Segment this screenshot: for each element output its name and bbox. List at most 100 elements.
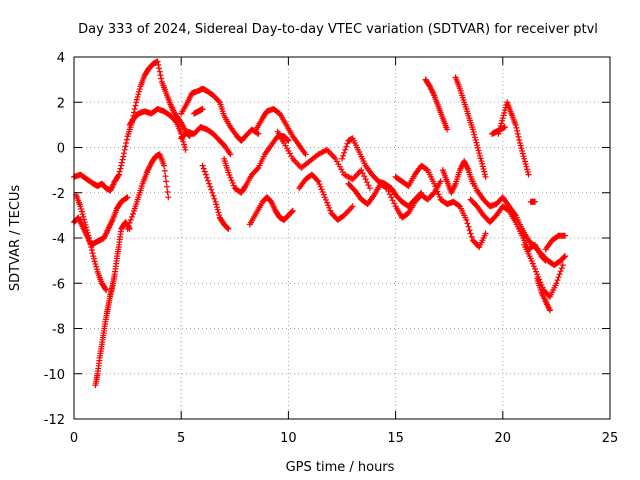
- data-point: [89, 250, 96, 257]
- y-tick-label: 4: [57, 51, 65, 66]
- data-point: [77, 203, 84, 210]
- data-series: [422, 76, 451, 133]
- data-point: [102, 285, 109, 292]
- y-tick-label: -2: [52, 187, 65, 202]
- data-point: [529, 260, 536, 267]
- data-point: [125, 222, 132, 229]
- data-point: [81, 216, 87, 223]
- data-point: [532, 265, 538, 272]
- data-point: [213, 201, 220, 208]
- data-point: [120, 153, 127, 160]
- data-point: [514, 130, 521, 137]
- y-tick-label: -12: [44, 413, 65, 428]
- data-point: [464, 220, 471, 227]
- data-point: [432, 183, 439, 190]
- data-point: [559, 262, 566, 269]
- data-point: [208, 186, 215, 193]
- data-point: [121, 146, 128, 153]
- data-point: [513, 124, 520, 131]
- data-point: [482, 173, 489, 180]
- data-series: [527, 198, 538, 205]
- data-series: [253, 106, 309, 158]
- data-series: [178, 85, 262, 144]
- data-point: [124, 225, 131, 232]
- data-point: [87, 241, 94, 247]
- data-point: [92, 261, 99, 267]
- x-tick-label: 0: [70, 431, 78, 446]
- data-point: [86, 238, 93, 244]
- axis-ticks: -12 -10 -8 -6 -4 -2 0 2 4 0 5 10 15 20 25: [44, 51, 619, 446]
- data-point: [182, 146, 189, 153]
- y-tick-label: -8: [52, 323, 65, 338]
- data-series: [452, 74, 489, 180]
- data-point: [116, 171, 122, 178]
- data-point: [562, 253, 568, 260]
- data-point: [465, 223, 472, 230]
- data-series: [124, 151, 172, 232]
- data-point: [156, 68, 163, 75]
- data-series: [73, 192, 110, 293]
- data-point: [214, 206, 221, 213]
- data-point: [163, 178, 170, 185]
- data-point: [383, 184, 389, 191]
- data-point: [322, 196, 329, 203]
- data-point: [128, 213, 135, 220]
- data-point: [127, 216, 134, 223]
- data-point: [199, 106, 206, 112]
- data-point: [498, 120, 505, 127]
- data-point: [161, 167, 168, 174]
- data-point: [123, 136, 130, 143]
- y-tick-label: 2: [57, 96, 65, 111]
- data-point: [116, 168, 123, 175]
- data-series: [296, 171, 356, 223]
- data-point: [115, 172, 122, 179]
- data-point: [199, 162, 206, 169]
- data-point: [84, 229, 91, 236]
- data-point: [103, 287, 110, 293]
- data-point: [254, 130, 261, 137]
- data-series: [495, 99, 532, 178]
- data-point: [86, 235, 92, 241]
- data-point: [119, 156, 126, 163]
- data-point: [501, 109, 508, 116]
- data-point: [482, 230, 489, 237]
- data-point: [468, 233, 475, 240]
- data-point: [203, 174, 210, 181]
- data-series: [191, 106, 206, 117]
- data-point: [126, 219, 133, 226]
- data-point: [157, 72, 164, 79]
- data-point: [364, 179, 370, 186]
- data-point: [466, 227, 473, 234]
- data-series: [126, 106, 189, 153]
- data-point: [154, 58, 161, 65]
- data-point: [561, 253, 568, 260]
- data-point: [164, 189, 171, 195]
- data-series: [467, 173, 568, 269]
- data-series: [124, 58, 193, 140]
- data-point: [224, 225, 231, 232]
- x-tick-label: 5: [177, 431, 185, 446]
- data-point: [547, 307, 553, 314]
- data-point: [326, 204, 333, 211]
- data-points: [71, 58, 568, 389]
- data-series: [392, 162, 489, 251]
- data-point: [123, 140, 130, 146]
- data-series: [345, 178, 444, 221]
- data-point: [229, 179, 236, 186]
- data-point: [514, 127, 521, 134]
- data-point: [444, 126, 451, 133]
- data-point: [225, 225, 232, 232]
- data-point: [118, 162, 125, 169]
- data-point: [123, 195, 130, 201]
- data-point: [521, 155, 528, 162]
- data-point: [479, 160, 486, 167]
- data-point: [366, 185, 373, 192]
- data-point: [131, 106, 138, 112]
- data-point: [227, 151, 234, 158]
- data-point: [516, 137, 523, 143]
- data-point: [525, 171, 532, 178]
- data-point: [226, 172, 233, 178]
- data-series: [542, 232, 568, 253]
